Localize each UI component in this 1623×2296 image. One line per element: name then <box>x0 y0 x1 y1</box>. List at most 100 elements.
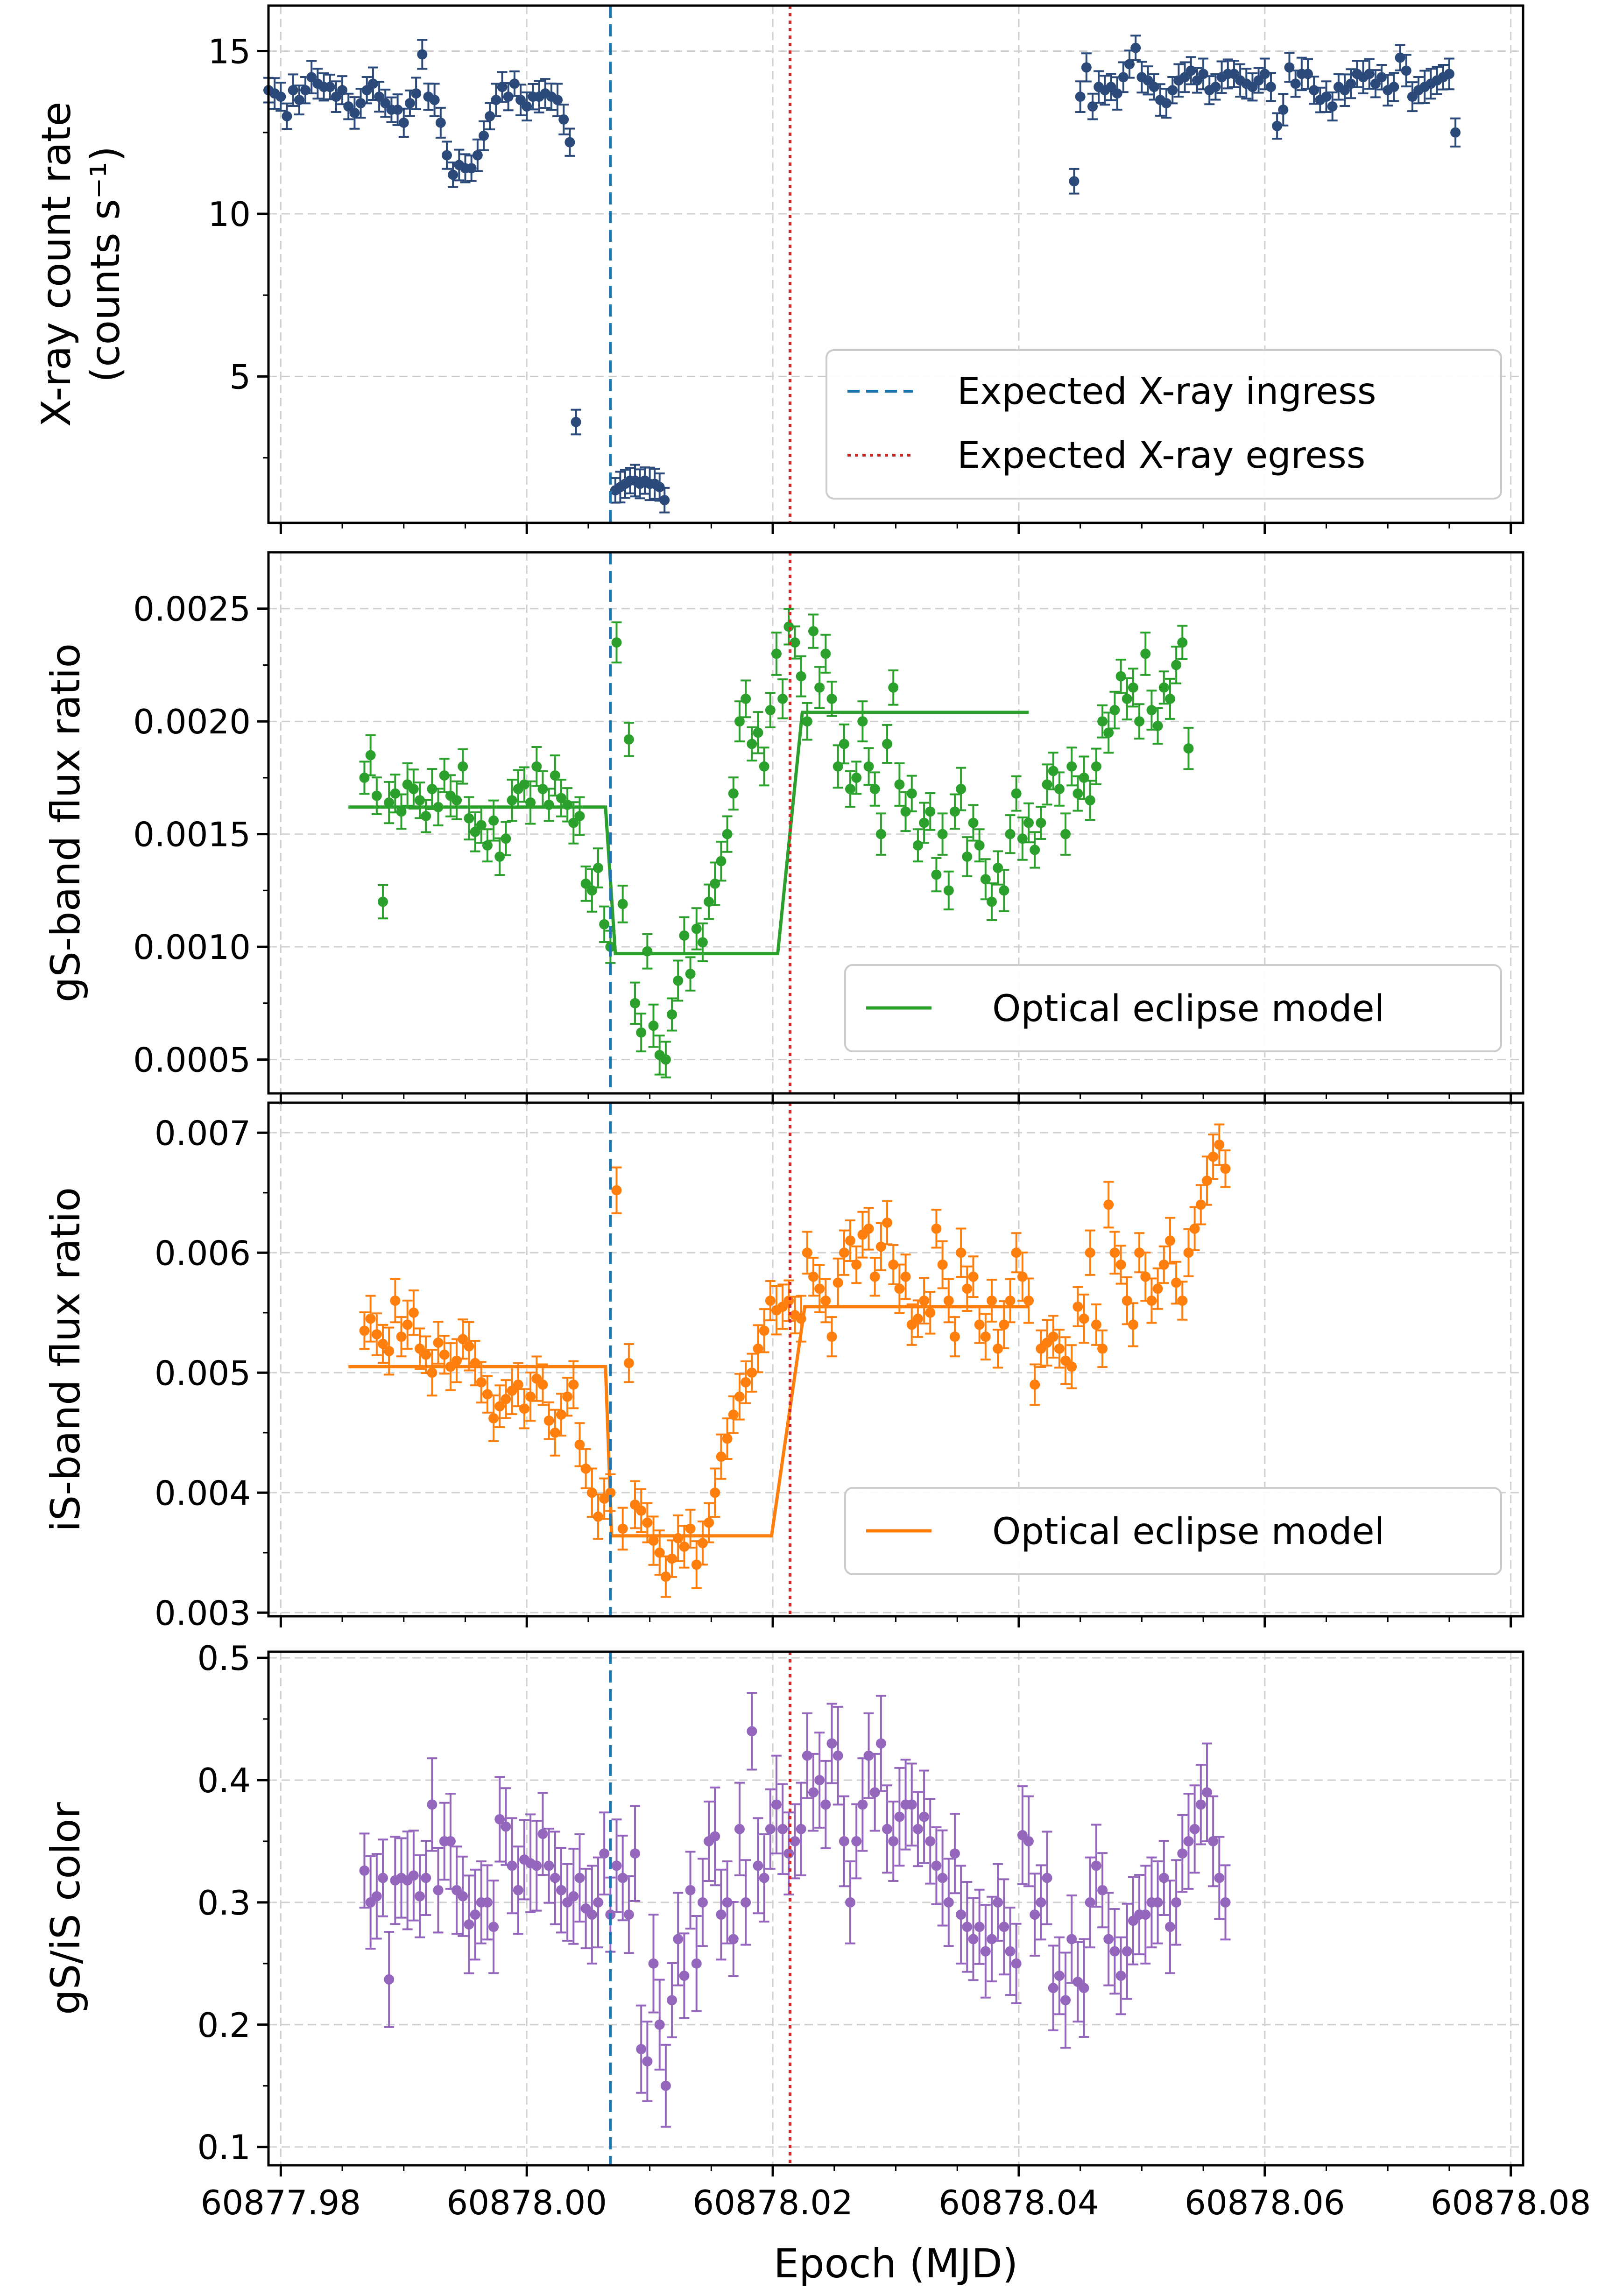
data-point <box>1085 1897 1095 1908</box>
data-point <box>365 1313 376 1324</box>
data-point <box>820 648 831 659</box>
data-point <box>962 1283 973 1294</box>
data-point <box>1109 1247 1120 1258</box>
data-point <box>384 797 395 808</box>
data-point <box>851 1259 862 1270</box>
data-point <box>968 1271 979 1282</box>
data-point <box>888 1259 899 1270</box>
data-point <box>402 1319 413 1330</box>
panel-xray: 5 10 15 X-ray count rate (counts s⁻¹) Expecte… <box>33 4 1524 534</box>
data-point <box>1177 1296 1188 1306</box>
data-point <box>1128 682 1138 693</box>
data-point <box>476 1377 487 1387</box>
data-point <box>479 130 489 141</box>
data-point <box>796 1824 806 1834</box>
data-point <box>398 117 409 128</box>
data-point <box>384 1346 395 1357</box>
data-point <box>1164 1922 1175 1932</box>
data-point <box>660 1054 671 1065</box>
data-point <box>1164 693 1175 704</box>
data-point <box>568 1379 579 1390</box>
data-point <box>371 1891 382 1902</box>
data-point <box>501 1821 511 1832</box>
data-point <box>458 1891 468 1902</box>
data-point <box>999 885 1009 896</box>
data-point <box>1214 1873 1225 1883</box>
data-point <box>728 1934 739 1944</box>
data-point <box>1177 1848 1188 1859</box>
data-point <box>894 1283 905 1294</box>
data-point <box>747 1726 757 1737</box>
data-point <box>507 1860 517 1871</box>
data-point <box>814 682 825 693</box>
data-point <box>421 811 431 822</box>
data-point <box>691 923 702 934</box>
data-point <box>1109 705 1120 716</box>
legend-box <box>844 1487 1502 1575</box>
x-tick-label: 60877.98 <box>201 2183 361 2222</box>
data-point <box>1450 127 1461 138</box>
data-point <box>404 98 415 109</box>
data-point <box>851 772 862 783</box>
data-point <box>1054 1971 1065 1981</box>
y-tick-label: 0.3 <box>197 1883 251 1923</box>
data-point <box>445 1836 456 1846</box>
data-point <box>820 1799 831 1810</box>
data-point <box>1075 92 1086 102</box>
data-point <box>1130 42 1141 53</box>
data-point <box>826 1331 837 1342</box>
y-tick-label: 0.0020 <box>133 702 251 741</box>
data-point <box>912 1313 923 1324</box>
data-point <box>537 1829 548 1839</box>
y-tick-label: 0.004 <box>155 1473 251 1513</box>
data-point <box>1364 69 1375 79</box>
data-point <box>974 1319 985 1330</box>
data-point <box>556 1409 566 1420</box>
data-point <box>1115 1971 1126 1981</box>
data-point <box>790 1836 800 1846</box>
data-point <box>1097 1343 1108 1354</box>
data-point <box>753 727 763 738</box>
data-point <box>1152 1897 1163 1908</box>
data-point <box>494 851 505 862</box>
data-point <box>863 1223 874 1234</box>
data-point <box>685 1523 696 1534</box>
data-point <box>919 1811 930 1822</box>
data-point <box>648 1535 659 1546</box>
data-point <box>421 1349 431 1360</box>
data-point <box>741 1377 751 1387</box>
data-point <box>1376 72 1387 83</box>
data-point <box>1253 75 1264 86</box>
data-point <box>1109 1946 1120 1957</box>
data-point <box>1158 1873 1169 1883</box>
data-point <box>1208 1151 1219 1162</box>
data-point <box>875 829 886 839</box>
data-point <box>1146 1296 1157 1306</box>
legend-ingress-label: Expected X-ray ingress <box>957 371 1376 413</box>
data-point <box>1407 92 1418 102</box>
data-point <box>1042 1873 1052 1883</box>
data-point <box>1195 1799 1206 1810</box>
data-point <box>1444 69 1454 79</box>
data-point <box>728 788 739 799</box>
y-axis-subtitle: (counts s⁻¹) <box>82 146 129 383</box>
data-point <box>485 111 495 121</box>
data-point <box>1087 101 1098 112</box>
data-point <box>888 682 899 693</box>
data-point <box>1122 693 1132 704</box>
data-point <box>1011 1247 1022 1258</box>
data-point <box>491 95 501 106</box>
legend: Optical eclipse model <box>844 964 1502 1052</box>
data-point <box>574 811 585 822</box>
data-point <box>458 1334 468 1345</box>
data-point <box>759 1873 769 1883</box>
data-point <box>839 1247 849 1258</box>
data-point <box>771 648 782 659</box>
data-point <box>337 85 348 96</box>
data-point <box>580 878 591 889</box>
y-tick-label: 0.006 <box>155 1233 251 1273</box>
data-point <box>734 1391 745 1402</box>
data-point <box>1265 82 1276 92</box>
data-point <box>648 1958 659 1969</box>
y-tick-label: 0.0010 <box>133 928 251 967</box>
